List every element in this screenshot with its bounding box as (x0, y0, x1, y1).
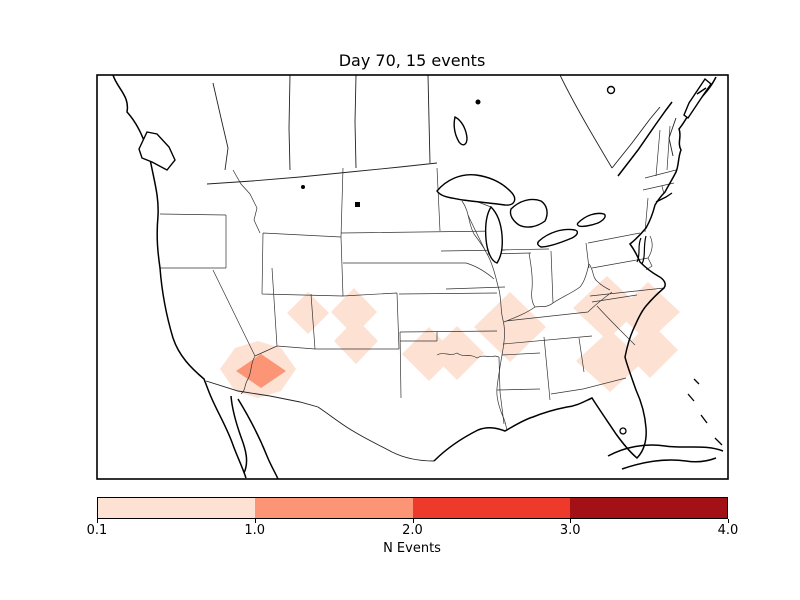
lake-okeechobee (619, 427, 627, 435)
colorbar-tick-mark (728, 519, 729, 523)
colorbar (97, 497, 728, 519)
baja-gulf-coastline (230, 395, 279, 479)
lake-superior (436, 173, 516, 206)
prince-edward-island (696, 87, 707, 95)
colorbar-tick-mark (254, 519, 256, 523)
chesapeake-bay (636, 235, 647, 265)
gulf-atlantic-coastline (433, 76, 717, 462)
state-borders-west (159, 167, 400, 395)
event-footprint-southeast-northeast-carolina-coast (616, 282, 680, 342)
plot-title: Day 70, 15 events (338, 51, 486, 70)
small-lake-dot-2 (355, 202, 360, 207)
us-canada-border (206, 162, 438, 185)
colorbar-tick-mark (412, 519, 414, 523)
event-patch-layer (220, 276, 680, 398)
colorbar-tick-label: 2.0 (402, 523, 423, 538)
state-borders-mississippi-river (467, 214, 508, 431)
colorbar-tick-label: 4.0 (717, 523, 739, 538)
canada-province-borders (212, 75, 677, 171)
event-footprint-southeast-southeast-georgia-coast (622, 322, 678, 378)
colorbar-segment-2 (255, 498, 413, 518)
small-lake-dot-1 (475, 99, 481, 105)
colorbar-tick-mark (97, 519, 98, 523)
us-mexico-border (205, 380, 435, 462)
colorbar-tick-label: 1.0 (244, 523, 266, 538)
small-lake-ring (606, 85, 616, 95)
state-borders-midsouth (496, 248, 665, 401)
state-borders-plains (340, 167, 532, 425)
pacific-coastline (112, 75, 247, 479)
event-footprint-arizona-core (236, 354, 286, 388)
colorbar-axis-label: N Events (383, 541, 441, 556)
state-borders (159, 125, 677, 431)
lake-ontario (576, 212, 606, 228)
nova-scotia (683, 77, 712, 120)
lake-erie (537, 228, 579, 248)
lake-winnipeg (453, 115, 468, 146)
colorbar-segment-4 (569, 498, 727, 518)
small-lake-dot-3 (301, 185, 305, 189)
country-borders (205, 75, 677, 462)
lake-michigan (484, 205, 503, 264)
event-footprint-central-colorado-north (331, 288, 377, 336)
state-borders-northeast (585, 125, 677, 291)
colorbar-segment-3 (412, 498, 570, 518)
colorbar-tick-label: 3.0 (559, 523, 581, 538)
great-lakes (301, 85, 616, 264)
event-footprint-utah-colorado-border (287, 292, 329, 334)
event-footprint-central-colorado-south (334, 318, 378, 364)
lake-huron (509, 198, 548, 228)
colorbar-tick-label: 0.1 (86, 523, 108, 538)
map-frame (96, 74, 729, 480)
bahamas-islands (687, 378, 723, 446)
colorbar-ticks: 0.1 1.0 2.0 3.0 4.0 (87, 519, 738, 541)
colorbar-segment-1 (98, 498, 256, 518)
coastlines (112, 75, 724, 479)
colorbar-tick-mark (570, 519, 572, 523)
vancouver-island (138, 131, 176, 171)
event-footprint-tennessee-mississippi-arkansas (474, 292, 546, 362)
cuba (607, 444, 724, 470)
long-island (655, 192, 673, 203)
st-lawrence-coast (617, 101, 673, 177)
